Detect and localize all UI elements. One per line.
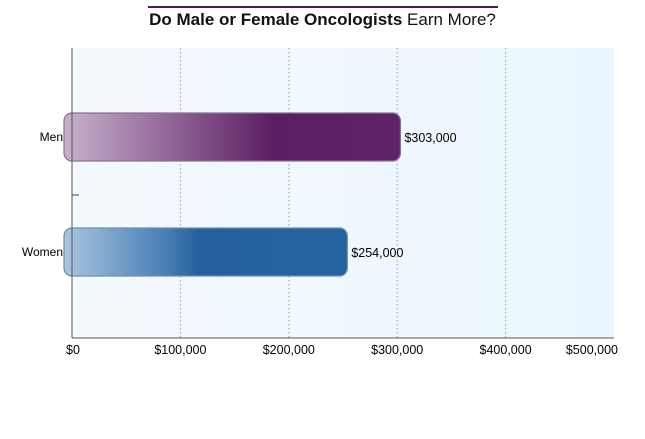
category-label-men: Men xyxy=(40,130,63,144)
chart-title: Do Male or Female Oncologists Earn More? xyxy=(0,10,645,30)
grid-layer xyxy=(179,48,507,338)
chart-title-bold: Do Male or Female Oncologists xyxy=(149,10,403,29)
bar-layer xyxy=(63,112,402,277)
bar-men xyxy=(63,112,402,162)
x-tick-label-3: $300,000 xyxy=(371,343,423,357)
x-tick-label-0: $0 xyxy=(66,343,80,357)
value-label-men: $303,000 xyxy=(404,131,456,145)
bar-women xyxy=(63,227,348,277)
x-tick-label-5: $500,000 xyxy=(566,343,618,357)
plot-background xyxy=(72,48,614,338)
category-label-women: Women xyxy=(22,245,63,259)
x-tick-label-4: $400,000 xyxy=(480,343,532,357)
chart-title-rest: Earn More? xyxy=(407,10,496,29)
label-layer: $0 $100,000 $200,000 $300,000 $400,000 $500,0… xyxy=(22,130,618,357)
x-tick-label-2: $200,000 xyxy=(263,343,315,357)
title-rule xyxy=(148,6,498,8)
value-label-women: $254,000 xyxy=(351,246,403,260)
x-tick-label-1: $100,000 xyxy=(154,343,206,357)
